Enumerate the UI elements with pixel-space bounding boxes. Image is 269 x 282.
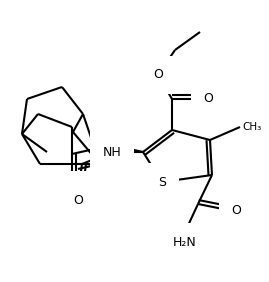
Text: NH: NH: [103, 138, 121, 151]
Text: O: O: [153, 69, 163, 81]
Text: S: S: [158, 175, 166, 188]
Text: O: O: [203, 92, 213, 105]
Text: O: O: [67, 184, 77, 197]
Text: NH: NH: [103, 146, 121, 158]
Text: O: O: [73, 193, 83, 206]
Text: CH₃: CH₃: [242, 122, 261, 132]
Text: O: O: [231, 204, 241, 217]
Text: H₂N: H₂N: [173, 235, 197, 248]
